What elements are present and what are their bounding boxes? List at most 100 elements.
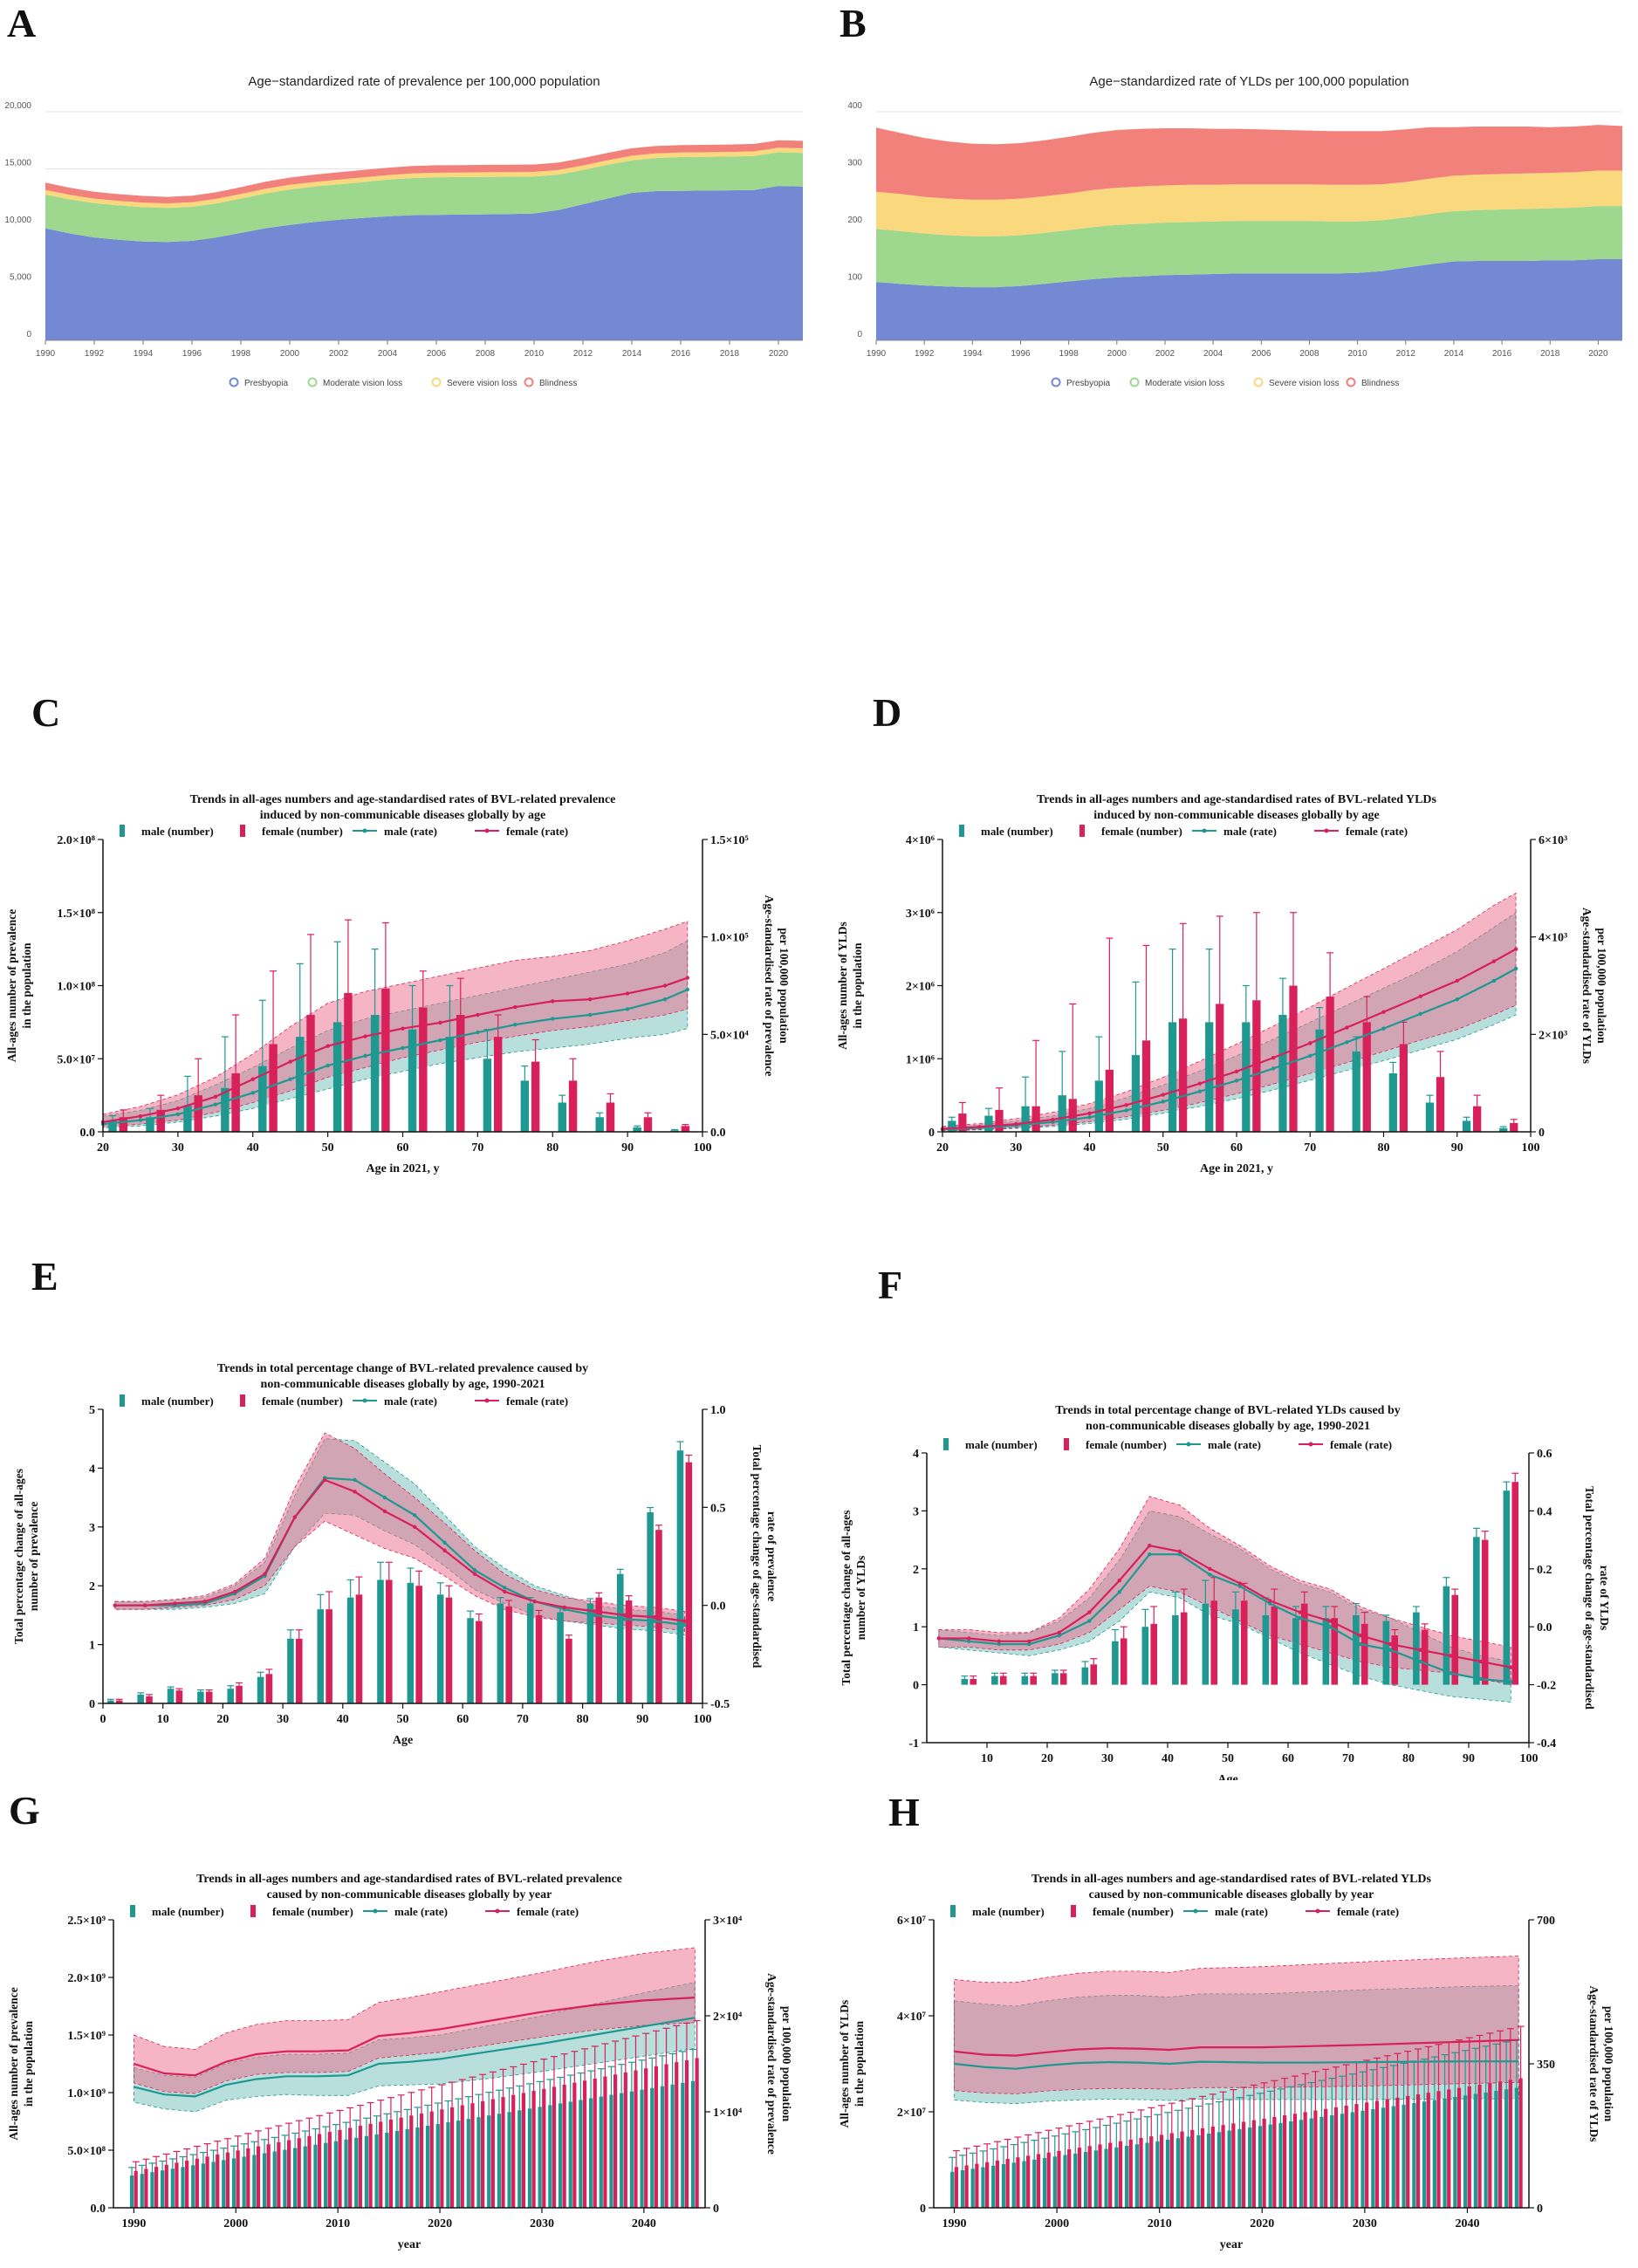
female-number-bar: [954, 2167, 958, 2208]
female-number-bar: [1360, 1623, 1368, 1685]
female-rate-point: [1087, 1111, 1092, 1115]
female-number-bar: [1210, 2127, 1215, 2208]
chart-title: Age−standardized rate of YLDs per 100,00…: [1089, 74, 1408, 89]
female-rate-point: [353, 1490, 357, 1494]
male-number-bar: [1112, 1641, 1119, 1685]
left-tick-label: 0: [89, 1698, 95, 1711]
male-number-bar: [1093, 2150, 1098, 2208]
female-number-bar: [505, 1606, 512, 1703]
legend-label: female (rate): [1337, 1905, 1399, 1918]
female-number-bar: [379, 2121, 383, 2208]
female-rate-point: [551, 999, 555, 1004]
legend-marker: [1064, 1438, 1069, 1450]
x-tick-label: 70: [1304, 1141, 1316, 1155]
male-number-bar: [222, 2160, 226, 2208]
left-axis-label: All-ages number of prevalence: [7, 1987, 20, 2140]
female-number-bar: [449, 2107, 455, 2208]
female-number-bar: [1472, 1106, 1482, 1132]
male-rate-point: [997, 1641, 1001, 1647]
x-tick-label: 90: [1463, 1752, 1475, 1765]
female-number-bar: [231, 1073, 240, 1132]
right-tick-label: 2×10⁴: [713, 2011, 743, 2024]
area-blindness: [45, 140, 803, 204]
female-number-bar: [216, 2154, 220, 2208]
female-number-bar: [1036, 2154, 1041, 2208]
male-number-bar: [183, 1105, 192, 1132]
male-number-bar: [170, 2169, 175, 2208]
x-axis-label: year: [1220, 2238, 1243, 2251]
male-rate-point: [1117, 1590, 1121, 1594]
left-tick-label: 3: [913, 1505, 919, 1518]
right-tick-label: 1.0: [710, 1404, 726, 1417]
y-tick-label: 200: [847, 216, 862, 225]
male-number-bar: [1262, 1614, 1270, 1685]
female-number-bar: [1303, 2112, 1307, 2208]
female-number-bar: [1251, 2120, 1256, 2208]
legend-marker-dot: [362, 1398, 367, 1403]
legend-marker: [240, 825, 245, 837]
female-rate-point: [1177, 1549, 1182, 1554]
male-number-bar: [1094, 1080, 1103, 1132]
female-number-bar: [655, 1530, 662, 1703]
male-number-bar: [262, 2153, 267, 2208]
female-number-bar: [565, 1638, 572, 1703]
female-rate-point: [625, 991, 630, 996]
male-number-bar: [1258, 2126, 1263, 2208]
left-tick-label: 1.5×10⁹: [67, 2030, 106, 2043]
x-tick-label: 2020: [1588, 349, 1608, 359]
area-moderate-vision-loss: [876, 206, 1622, 288]
female-number-bar: [1283, 2115, 1287, 2208]
female-rate-point: [1117, 1578, 1121, 1583]
male-number-bar: [374, 2134, 379, 2208]
female-number-bar: [1498, 2081, 1503, 2208]
x-tick-label: 90: [1451, 1141, 1463, 1155]
left-axis-label: All-ages number of YLDs: [836, 922, 849, 1050]
female-number-bar: [1362, 1022, 1371, 1132]
female-number-bar: [1090, 1664, 1098, 1685]
male-number-bar: [1131, 1055, 1141, 1132]
female-number-bar: [1016, 2157, 1020, 2208]
female-number-bar: [460, 2105, 464, 2208]
x-tick-label: 2014: [622, 349, 642, 359]
female-number-bar: [429, 2111, 434, 2208]
male-number-bar: [425, 2125, 430, 2208]
female-rate-point: [326, 1044, 330, 1048]
x-tick-label: 50: [322, 1141, 334, 1155]
male-number-bar: [1402, 2104, 1406, 2208]
legend-label: male (rate): [394, 1905, 448, 1918]
area-presbyopia: [45, 186, 803, 340]
female-number-bar: [476, 1620, 483, 1703]
male-rate-point: [1087, 1115, 1092, 1120]
legend-marker: [130, 1905, 135, 1917]
female-number-bar: [542, 2088, 546, 2208]
left-tick-label: 2.0×10⁸: [57, 834, 95, 847]
male-rate-point: [1057, 1633, 1061, 1638]
female-number-bar: [1159, 2134, 1164, 2208]
female-number-bar: [419, 2113, 424, 2208]
male-rate-point: [363, 1053, 367, 1059]
female-rate-point: [652, 1614, 657, 1620]
male-rate-point: [1087, 1619, 1092, 1623]
male-number-bar: [167, 1689, 175, 1703]
female-rate-point: [1328, 1619, 1333, 1623]
female-number-bar: [481, 2100, 485, 2208]
right-tick-label: 5.0×10⁴: [710, 1029, 749, 1042]
left-tick-label: 4: [913, 1448, 919, 1461]
male-rate-point: [622, 1617, 627, 1621]
x-tick-label: 80: [546, 1141, 559, 1155]
x-tick-label: 2008: [1299, 349, 1319, 359]
chart-g-prevalence-by-year: Trends in all-ages numbers and age-stand…: [7, 1873, 793, 2251]
male-number-bar: [1124, 2146, 1129, 2208]
y-tick-label: 20,000: [4, 101, 31, 111]
male-number-bar: [681, 2082, 685, 2208]
panel-label-h: H: [888, 1790, 920, 1834]
male-number-bar: [991, 2165, 996, 2208]
x-tick-label: 70: [1342, 1752, 1354, 1765]
male-number-bar: [445, 1037, 455, 1132]
legend-marker: [959, 825, 964, 837]
right-tick-label: 0: [713, 2203, 719, 2216]
female-number-bar: [603, 2076, 607, 2208]
right-tick-label: 0.4: [1537, 1505, 1552, 1518]
male-rate-line: [938, 1553, 1511, 1683]
female-number-bar: [1395, 2097, 1400, 2208]
